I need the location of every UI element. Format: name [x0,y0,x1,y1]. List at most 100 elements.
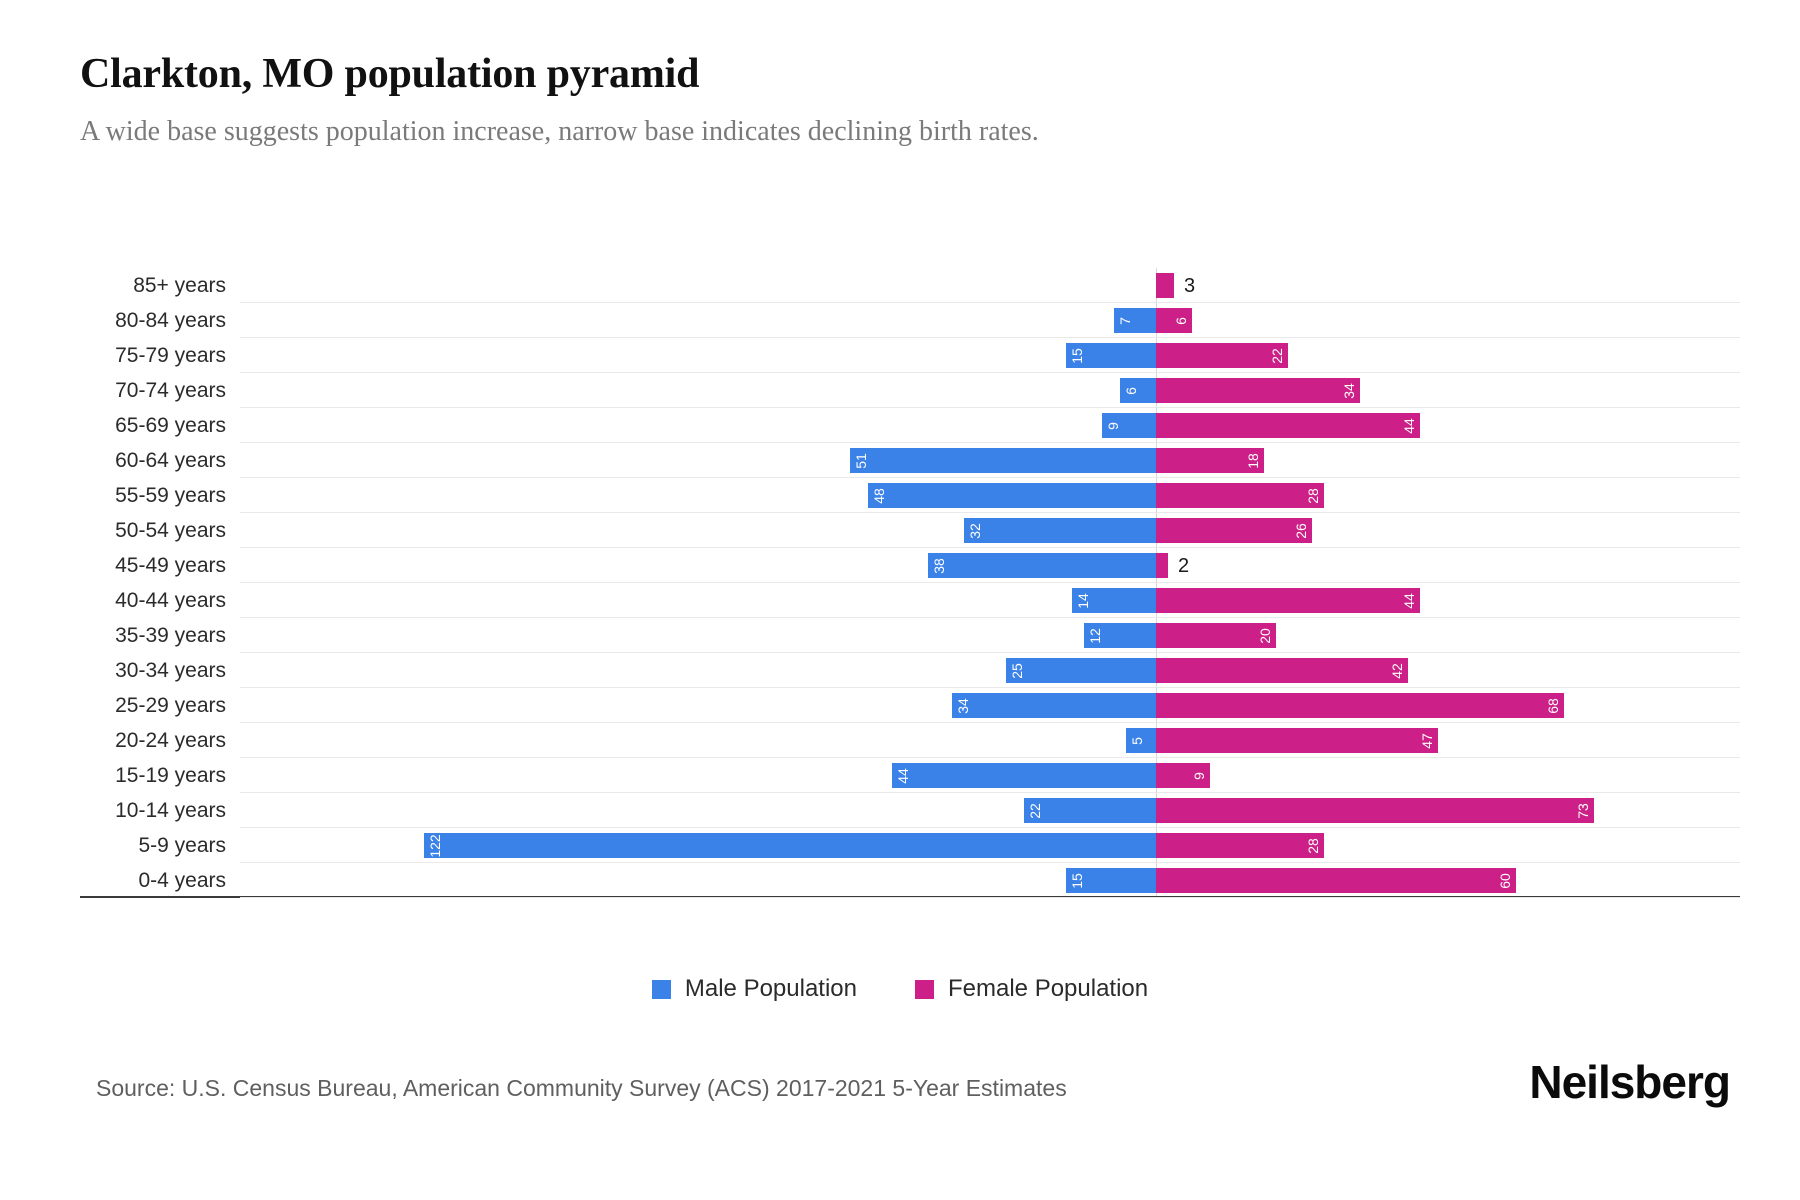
bar-value-male: 5 [1129,736,1145,745]
axis-label-text: 10-14 years [115,798,226,822]
bar-male[interactable]: 12 [1084,623,1156,648]
bar-value-female: 47 [1419,732,1435,749]
y-axis-tick-label: 85+ years [80,268,240,303]
axis-label-text: 50-54 years [115,518,226,542]
axis-label-text: 45-49 years [115,553,226,577]
bar-male[interactable]: 51 [850,448,1156,473]
bar-female[interactable]: 42 [1156,658,1408,683]
bar-value-female: 42 [1389,662,1405,679]
bar-value-female: 26 [1293,522,1309,539]
gridline [240,792,1740,793]
table-row: 34 68 [240,688,1740,723]
bar-male[interactable]: 14 [1072,588,1156,613]
bar-female[interactable]: 20 [1156,623,1276,648]
bar-male[interactable]: 7 [1114,308,1156,333]
bar-value-female: 9 [1191,771,1207,780]
gridline [240,372,1740,373]
axis-label-text: 40-44 years [115,588,226,612]
axis-label-text: 75-79 years [115,343,226,367]
y-axis-tick-label: 75-79 years [80,338,240,373]
bar-female[interactable]: 18 [1156,448,1264,473]
bar-female[interactable]: 73 [1156,798,1594,823]
bar-male[interactable]: 22 [1024,798,1156,823]
table-row: 6 34 [240,373,1740,408]
axis-label-text: 15-19 years [115,763,226,787]
axis-label-text: 5-9 years [138,833,226,857]
bar-value-male: 7 [1117,316,1133,325]
bar-male[interactable]: 122 [424,833,1156,858]
bar-female[interactable]: 60 [1156,868,1516,893]
bar-value-male: 12 [1087,627,1103,644]
bar-value-male: 44 [895,767,911,784]
bar-female[interactable]: 9 [1156,763,1210,788]
axis-label-text: 60-64 years [115,448,226,472]
table-row: 15 22 [240,338,1740,373]
bar-value-female: 2 [1178,554,1190,577]
legend-item[interactable]: Male Population [651,975,857,1003]
y-axis-tick-label: 30-34 years [80,653,240,688]
axis-label-text: 20-24 years [115,728,226,752]
table-row: 44 9 [240,758,1740,793]
plot-grid: 3 7 6 15 22 6 34 9 44 51 18 48 28 32 26 38 2 14 44 12 20 25 42… [80,268,1740,898]
bar-male[interactable]: 15 [1066,343,1156,368]
bar-female[interactable]: 22 [1156,343,1288,368]
bar-female[interactable]: 28 [1156,833,1324,858]
bar-male[interactable]: 34 [952,693,1156,718]
y-axis-labels: 85+ years 80-84 years 75-79 years 70-74 yea… [80,268,240,898]
bar-male[interactable]: 9 [1102,413,1156,438]
bar-female[interactable]: 34 [1156,378,1360,403]
bar-value-male: 48 [871,487,887,504]
y-axis-tick-label: 35-39 years [80,618,240,653]
chart-subtitle: A wide base suggests population increase… [80,116,1039,147]
y-axis-tick-label: 25-29 years [80,688,240,723]
bar-value-male: 9 [1105,421,1121,430]
y-axis-tick-label: 0-4 years [80,863,240,898]
axis-label-text: 70-74 years [115,378,226,402]
bar-female[interactable]: 44 [1156,588,1420,613]
bar-female[interactable]: 26 [1156,518,1312,543]
legend-item[interactable]: Female Population [915,975,1148,1003]
bar-female[interactable]: 68 [1156,693,1564,718]
y-axis-tick-label: 65-69 years [80,408,240,443]
table-row: 15 60 [240,863,1740,898]
table-row: 9 44 [240,408,1740,443]
bar-male[interactable]: 48 [868,483,1156,508]
y-axis-tick-label: 45-49 years [80,548,240,583]
bar-male[interactable]: 6 [1120,378,1156,403]
gridline [240,652,1740,653]
bar-male[interactable]: 32 [964,518,1156,543]
bar-male[interactable]: 44 [892,763,1156,788]
bar-female[interactable]: 3 [1156,273,1195,298]
table-row: 122 28 [240,828,1740,863]
bar-value-female: 44 [1401,417,1417,434]
gridline [240,897,1740,898]
square-swatch [915,979,934,999]
table-row: 5 47 [240,723,1740,758]
axis-label-text: 80-84 years [115,308,226,332]
chart-legend: Male Population Female Population [0,975,1800,1003]
bar-male[interactable]: 5 [1126,728,1156,753]
source-note: Source: U.S. Census Bureau, American Com… [96,1075,1067,1101]
bar-female[interactable]: 2 [1156,553,1189,578]
gridline [240,582,1740,583]
bar-female[interactable]: 6 [1156,308,1192,333]
bar-male[interactable]: 15 [1066,868,1156,893]
gridline [240,862,1740,863]
axis-label-text: 65-69 years [115,413,226,437]
bar-value-female: 18 [1245,452,1261,469]
table-row: 48 28 [240,478,1740,513]
bar-male[interactable]: 25 [1006,658,1156,683]
bar-female[interactable]: 47 [1156,728,1438,753]
table-row: 38 2 [240,548,1740,583]
bar-value-male: 15 [1069,347,1085,364]
chart-header: Clarkton, MO population pyramid A wide b… [80,50,1039,148]
bar-female[interactable]: 28 [1156,483,1324,508]
page-title: Clarkton, MO population pyramid [80,51,700,97]
bar-value-female: 44 [1401,592,1417,609]
bar-female[interactable]: 44 [1156,413,1420,438]
bar-male[interactable]: 38 [928,553,1156,578]
axis-label-text: 30-34 years [115,658,226,682]
gridline [240,512,1740,513]
